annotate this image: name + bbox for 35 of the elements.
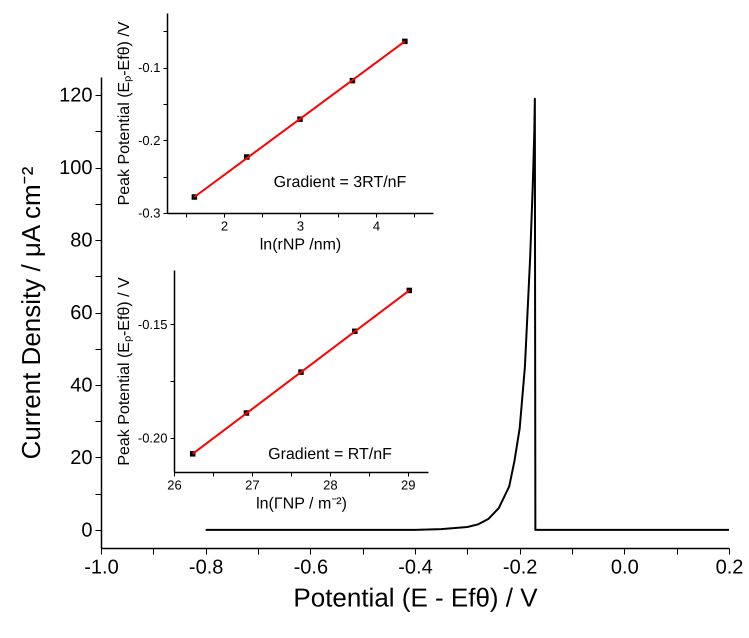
x-axis-title: ln(ΓNP / m⁻²) xyxy=(256,496,347,512)
x-tick-label: -1.0 xyxy=(84,556,119,578)
annotation: Gradient = 3RT/nF xyxy=(274,174,407,191)
y-tick-label: 80 xyxy=(70,230,92,252)
x-tick-label: 26 xyxy=(167,478,182,492)
y-tick-label: -0.1 xyxy=(138,60,160,76)
x-tick-label: 2 xyxy=(220,218,228,234)
y-axis-title: Peak Potential (Eₚ-Efθ) /V xyxy=(116,21,134,206)
y-tick-label: -0.20 xyxy=(138,430,168,446)
x-axis-title: ln(rNP /nm) xyxy=(260,236,342,254)
x-tick-label: 28 xyxy=(323,478,338,492)
x-tick-label: 4 xyxy=(372,218,380,234)
x-tick-label: -0.8 xyxy=(188,556,224,578)
x-tick-label: 29 xyxy=(401,478,416,492)
y-axis-title: Peak Potential (Eₚ-Efθ) / V xyxy=(116,277,133,466)
y-tick-label: 40 xyxy=(70,374,92,396)
y-tick-label: 60 xyxy=(70,302,92,324)
annotation: Gradient = RT/nF xyxy=(268,446,392,463)
x-tick-label: -0.6 xyxy=(294,556,328,578)
y-tick-label: 20 xyxy=(70,446,92,469)
x-tick-label: 3 xyxy=(296,218,304,234)
x-tick-label: 0.2 xyxy=(716,556,744,578)
x-tick-label: -0.2 xyxy=(502,556,538,578)
y-tick-label: -0.2 xyxy=(138,132,160,148)
y-tick-label: 120 xyxy=(59,84,92,107)
y-tick-label: -0.15 xyxy=(138,316,168,332)
y-tick-label: 100 xyxy=(59,157,92,180)
x-tick-label: 27 xyxy=(245,478,260,492)
y-axis-title: Current Density / μA cm⁻² xyxy=(16,166,46,460)
x-tick-label: 0.0 xyxy=(610,556,639,578)
y-tick-label: 0 xyxy=(81,519,92,542)
line-series xyxy=(204,98,730,531)
x-axis-title: Potential (E - Efθ) / V xyxy=(293,582,538,612)
y-tick-label: -0.3 xyxy=(138,206,160,220)
x-tick-label: -0.4 xyxy=(398,556,433,578)
